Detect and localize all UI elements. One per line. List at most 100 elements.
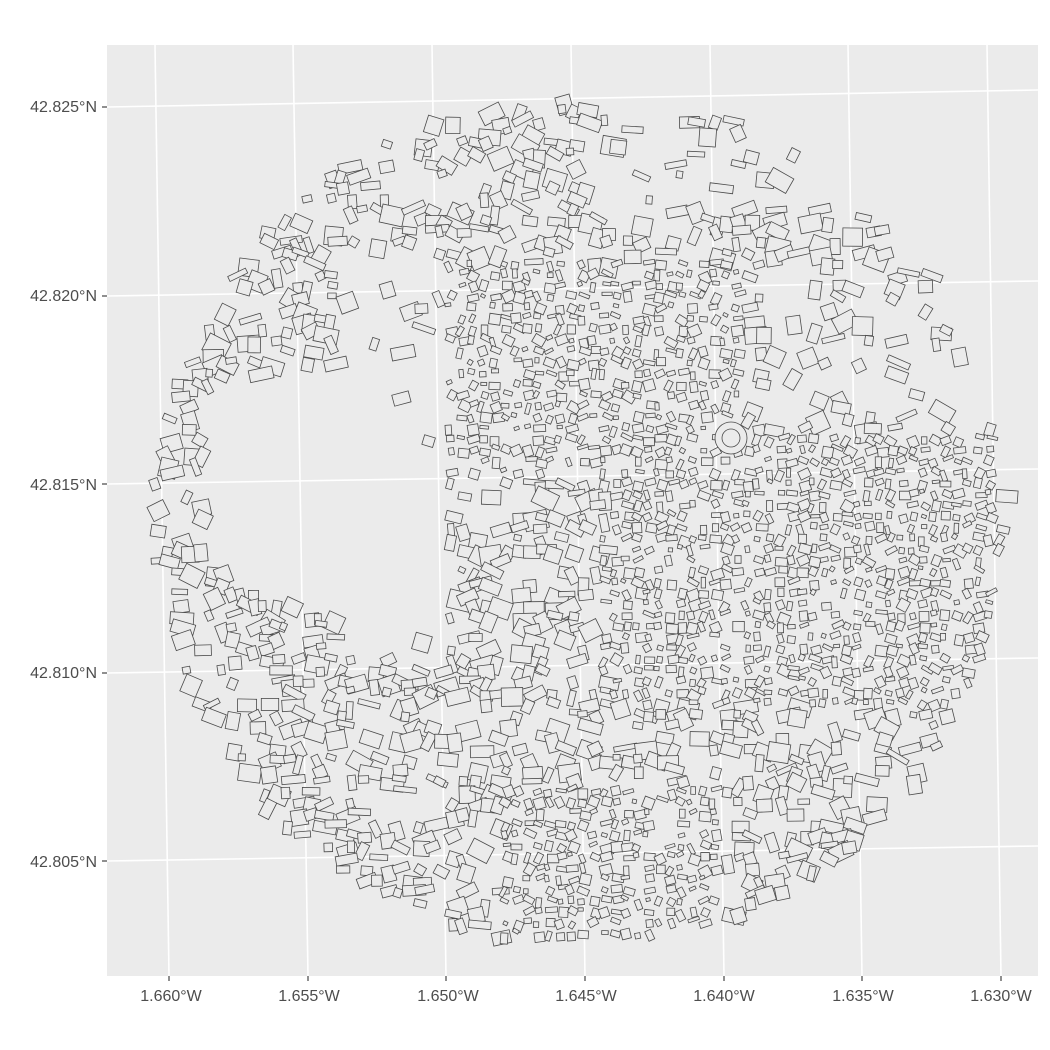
building xyxy=(621,422,631,432)
building xyxy=(677,259,689,267)
building xyxy=(224,356,238,365)
building xyxy=(776,622,785,634)
building xyxy=(479,435,488,444)
building xyxy=(487,245,508,269)
building xyxy=(477,135,494,152)
building xyxy=(457,398,473,414)
building xyxy=(929,567,938,578)
building xyxy=(720,677,729,685)
building xyxy=(667,654,680,665)
building xyxy=(930,644,940,654)
building xyxy=(280,326,294,340)
building xyxy=(543,282,557,295)
building xyxy=(666,271,674,277)
building xyxy=(578,291,591,300)
building xyxy=(929,740,944,752)
building xyxy=(699,883,710,891)
building xyxy=(609,698,632,721)
building xyxy=(984,488,992,496)
building xyxy=(832,512,843,522)
building xyxy=(291,704,316,723)
building xyxy=(722,114,745,127)
building xyxy=(369,750,390,766)
building xyxy=(875,246,895,263)
building xyxy=(543,347,554,356)
building xyxy=(807,565,819,578)
building xyxy=(721,479,731,491)
building xyxy=(687,347,699,361)
building xyxy=(171,390,191,404)
building xyxy=(666,644,677,651)
building xyxy=(777,850,791,860)
building xyxy=(512,379,522,389)
building xyxy=(690,371,696,381)
building xyxy=(622,290,633,303)
building xyxy=(762,344,787,370)
building xyxy=(325,192,337,204)
building xyxy=(785,147,801,164)
building xyxy=(509,443,524,458)
building xyxy=(279,344,296,357)
building xyxy=(315,666,326,677)
building xyxy=(620,894,630,902)
building xyxy=(951,557,962,571)
building xyxy=(498,796,512,809)
building xyxy=(542,356,557,369)
building xyxy=(590,390,602,399)
building xyxy=(729,522,741,532)
building xyxy=(640,795,656,811)
building xyxy=(897,565,911,579)
building xyxy=(544,180,561,196)
building xyxy=(335,719,355,729)
building xyxy=(522,358,534,368)
building xyxy=(521,444,535,458)
building xyxy=(763,697,772,706)
building xyxy=(710,654,719,662)
building xyxy=(586,740,604,758)
building xyxy=(225,622,238,633)
building xyxy=(895,687,905,699)
building xyxy=(599,468,606,480)
building xyxy=(654,675,664,689)
building xyxy=(807,632,814,641)
building xyxy=(676,543,684,550)
building xyxy=(466,413,475,424)
building xyxy=(314,809,335,822)
building xyxy=(773,884,791,902)
building xyxy=(904,689,914,700)
building xyxy=(631,169,652,183)
building xyxy=(663,554,673,567)
building xyxy=(436,168,448,179)
building xyxy=(985,479,997,491)
building xyxy=(401,234,418,251)
building xyxy=(532,412,543,423)
building xyxy=(479,192,490,209)
building xyxy=(710,784,723,793)
building xyxy=(699,829,710,839)
building xyxy=(292,675,304,687)
building xyxy=(939,652,951,664)
building xyxy=(488,381,501,391)
building xyxy=(917,303,934,321)
building xyxy=(827,721,843,744)
building xyxy=(883,434,898,448)
building xyxy=(546,609,564,621)
building xyxy=(719,337,726,347)
building xyxy=(763,436,775,449)
building xyxy=(744,445,756,457)
building xyxy=(641,642,653,654)
building xyxy=(797,455,810,466)
building xyxy=(555,392,568,403)
building xyxy=(777,688,789,697)
building xyxy=(887,457,895,469)
building xyxy=(453,146,474,167)
building xyxy=(510,198,534,216)
building xyxy=(235,278,254,297)
building xyxy=(260,698,280,711)
building xyxy=(689,666,698,675)
building xyxy=(522,893,536,906)
building xyxy=(589,851,602,863)
building xyxy=(940,510,951,521)
building xyxy=(810,644,823,656)
building xyxy=(708,744,719,757)
